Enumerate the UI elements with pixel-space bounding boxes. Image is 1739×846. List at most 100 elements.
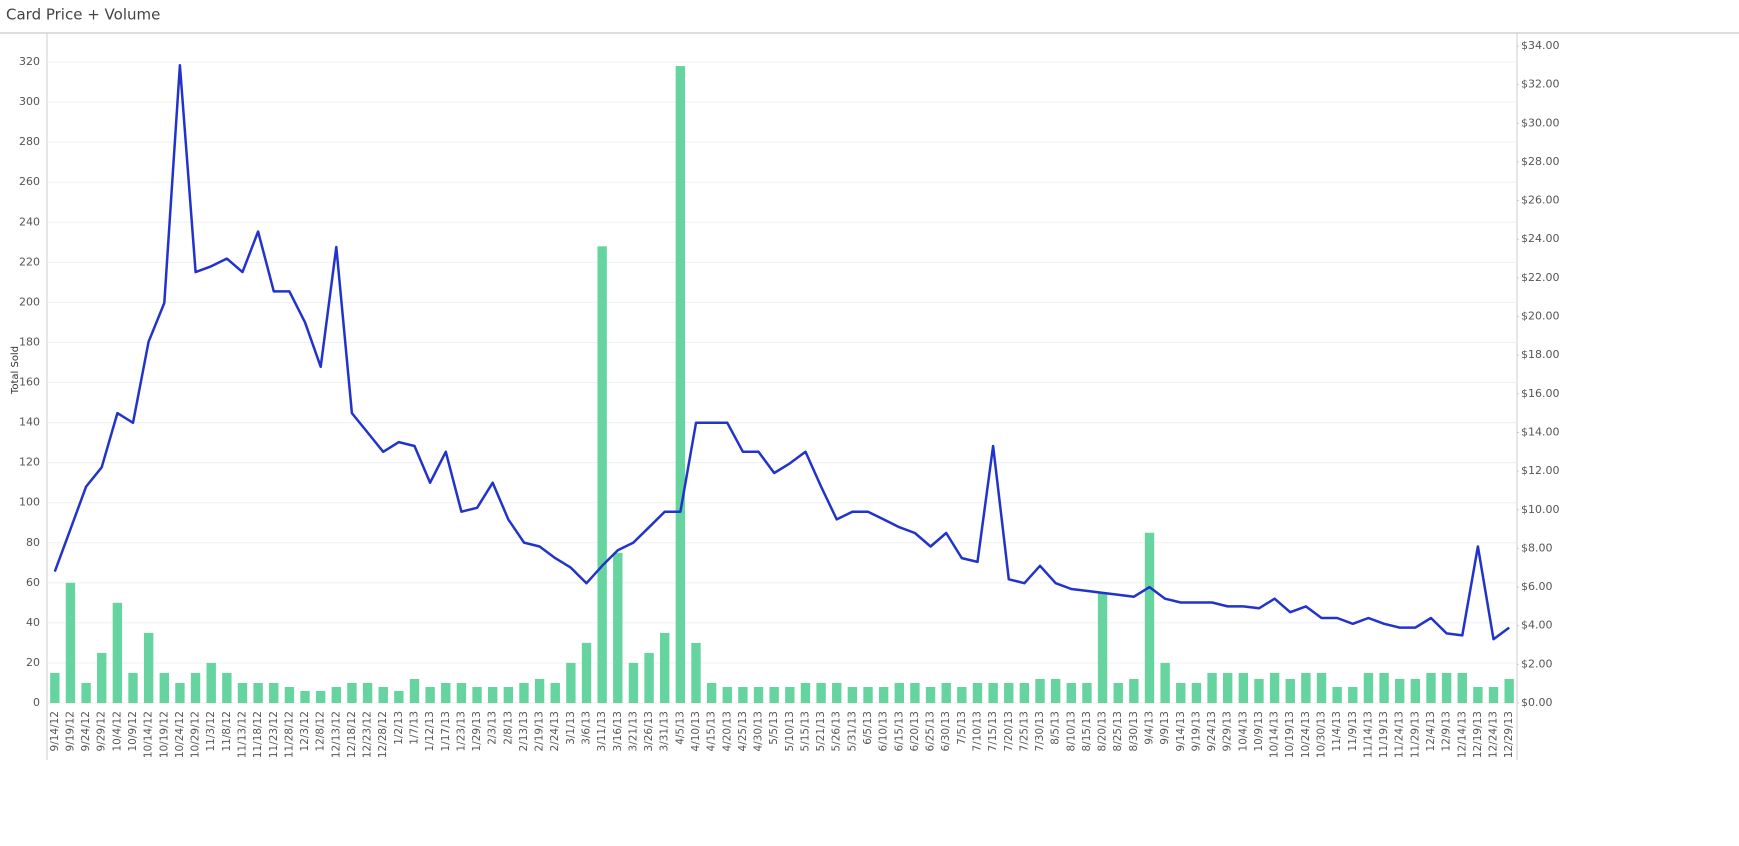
bar: [50, 672, 60, 703]
y-tick-label: 180: [19, 335, 40, 348]
x-tick-label: 11/23/12: [268, 711, 280, 758]
bar: [1395, 678, 1405, 703]
bar: [81, 682, 91, 703]
y-tick-label: 0: [33, 696, 40, 709]
bar: [1301, 672, 1311, 703]
bar: [832, 682, 842, 703]
x-tick-label: 11/19/13: [1378, 711, 1390, 758]
bar: [675, 66, 686, 703]
bar: [988, 682, 998, 703]
x-tick-label: 10/24/13: [1300, 711, 1312, 758]
bar: [190, 672, 201, 703]
y-tick-label: 280: [19, 135, 40, 148]
bar: [284, 686, 295, 703]
x-tick-label: 3/26/13: [643, 711, 655, 751]
bar: [519, 682, 529, 703]
y2-tick-label: $4.00: [1521, 619, 1553, 632]
x-tick-label: 10/9/13: [1253, 711, 1265, 751]
bar: [957, 686, 967, 703]
y-tick-label: 40: [26, 616, 40, 629]
x-tick-label: 1/17/13: [440, 711, 452, 751]
x-tick-label: 10/4/13: [1237, 711, 1249, 751]
y2-tick-label: $12.00: [1521, 464, 1560, 477]
y2-tick-label: $10.00: [1521, 503, 1560, 516]
x-tick-label: 9/19/13: [1190, 711, 1202, 751]
bar: [878, 686, 889, 703]
y-tick-label: 160: [19, 376, 40, 389]
x-tick-label: 8/30/13: [1128, 711, 1140, 751]
bar: [644, 652, 654, 703]
bar: [1207, 672, 1217, 703]
x-tick-label: 11/3/12: [205, 711, 217, 751]
x-tick-label: 9/24/13: [1206, 711, 1218, 751]
x-tick-label: 1/2/13: [393, 711, 405, 745]
bar: [1019, 682, 1030, 703]
x-tick-label: 5/15/13: [799, 711, 811, 751]
y-tick-label: 240: [19, 215, 40, 228]
y2-tick-label: $18.00: [1521, 348, 1560, 361]
x-tick-label: 10/19/13: [1284, 711, 1296, 758]
bar: [597, 246, 607, 703]
x-tick-label: 8/5/13: [1050, 711, 1062, 745]
bar: [97, 652, 107, 703]
x-tick-label: 1/12/13: [424, 711, 436, 751]
x-tick-label: 11/28/12: [283, 711, 295, 758]
x-tick-label: 2/8/13: [502, 711, 514, 745]
x-tick-label: 5/26/13: [831, 711, 843, 751]
x-tick-label: 6/15/13: [893, 711, 905, 751]
y2-tick-label: $14.00: [1521, 425, 1560, 438]
x-tick-label: 8/10/13: [1065, 711, 1077, 751]
x-tick-label: 2/24/13: [549, 711, 561, 751]
x-tick-label: 1/7/13: [409, 711, 421, 745]
x-tick-label: 10/24/12: [174, 711, 186, 758]
bar: [1285, 678, 1295, 703]
x-tick-label: 9/29/12: [96, 711, 108, 751]
bar: [1363, 672, 1374, 703]
x-tick-label: 6/30/13: [940, 711, 952, 751]
bar: [566, 662, 576, 703]
bar: [394, 690, 404, 703]
bar: [1238, 672, 1249, 703]
y-tick-label: 20: [26, 656, 40, 669]
bar: [863, 686, 873, 703]
bar: [660, 632, 670, 703]
bar: [691, 642, 701, 703]
bar: [1441, 672, 1452, 703]
bar: [503, 686, 514, 703]
x-tick-label: 9/14/12: [49, 711, 61, 751]
bar: [1254, 678, 1264, 703]
x-tick-label: 5/10/13: [784, 711, 796, 751]
y2-tick-label: $24.00: [1521, 232, 1560, 245]
x-tick-label: 11/9/13: [1347, 711, 1359, 751]
x-tick-label: 3/1/13: [565, 711, 577, 745]
bar: [1457, 672, 1467, 703]
bar: [550, 682, 560, 703]
x-tick-label: 3/21/13: [627, 711, 639, 751]
x-tick-label: 12/29/13: [1503, 711, 1515, 758]
bar: [1160, 662, 1170, 703]
y2-tick-label: $16.00: [1521, 387, 1560, 400]
bar: [253, 682, 263, 703]
bar: [1379, 672, 1389, 703]
bar: [706, 682, 717, 703]
x-tick-label: 12/13/12: [330, 711, 342, 758]
x-tick-label: 12/23/12: [362, 711, 374, 758]
bar: [613, 552, 623, 703]
bar: [65, 582, 76, 703]
bar: [941, 682, 951, 703]
bar: [581, 642, 592, 703]
chart-title: Card Price + Volume: [6, 6, 160, 24]
bar: [1316, 672, 1327, 703]
x-tick-label: 7/15/13: [987, 711, 999, 751]
x-tick-label: 12/28/12: [377, 711, 389, 758]
x-tick-label: 8/15/13: [1081, 711, 1093, 751]
bar: [1129, 678, 1139, 703]
bar: [1191, 682, 1202, 703]
bar: [128, 672, 138, 703]
bar: [1050, 678, 1061, 703]
bar: [1473, 686, 1483, 703]
x-tick-label: 9/14/13: [1175, 711, 1187, 751]
bar: [175, 682, 185, 703]
bar: [1426, 672, 1436, 703]
x-tick-label: 11/14/13: [1362, 711, 1374, 758]
